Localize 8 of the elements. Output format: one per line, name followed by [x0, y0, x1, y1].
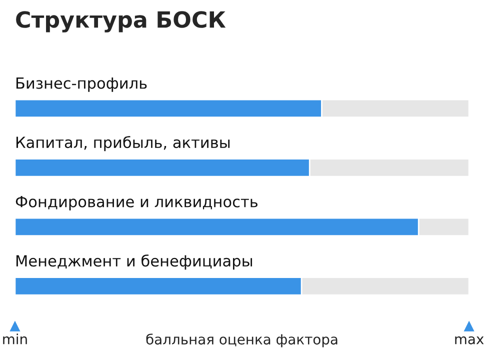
y-tick-label: Капитал, прибыль, активы — [16, 136, 230, 152]
text: max — [455, 336, 484, 344]
x-axis-title: балльная оценка фактора — [146, 334, 338, 348]
y-tick-label: Менеджмент и бенефициары — [16, 254, 252, 270]
y-tick-label: Фондирование и ликвидность — [16, 196, 258, 210]
chart-title: Структура БОСК — [16, 11, 226, 32]
text: min — [3, 334, 27, 344]
y-tick-label: Бизнес-профиль — [16, 78, 147, 92]
